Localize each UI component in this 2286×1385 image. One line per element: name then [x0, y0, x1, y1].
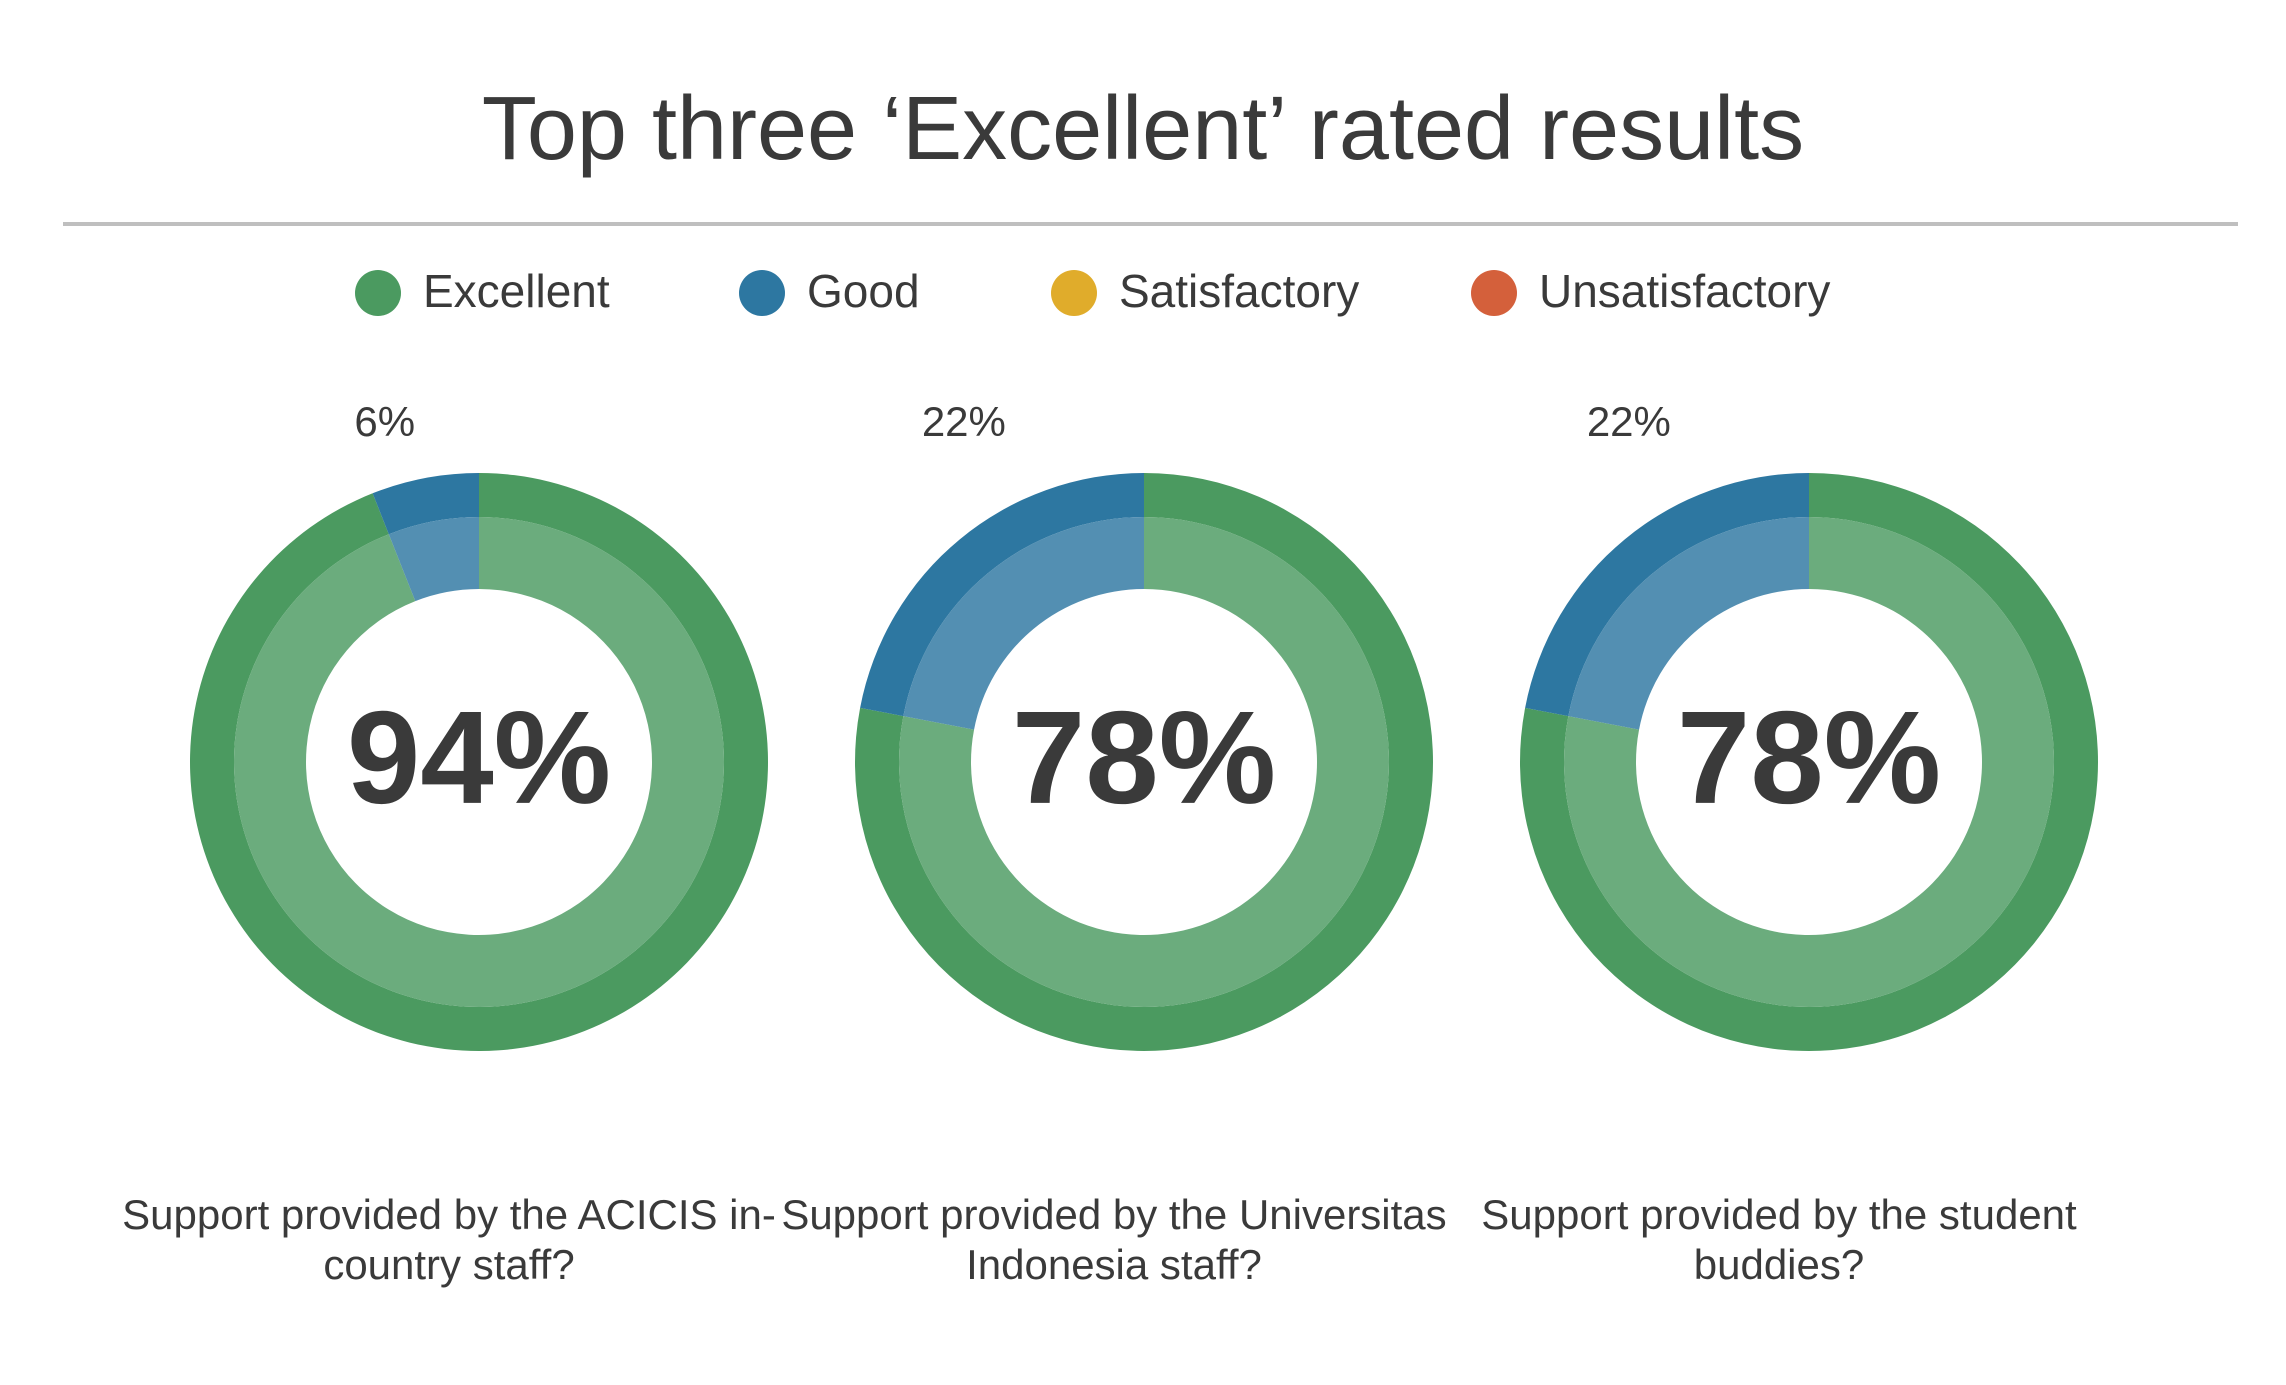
chart-caption: Support provided by the ACICIS in-countr…: [122, 1191, 776, 1288]
donut-segment-inner: [1568, 517, 1809, 730]
center-value-label: 94%: [347, 684, 611, 831]
donut-segment-inner: [234, 517, 724, 1007]
donut-segment-outer: [1525, 473, 1809, 717]
segment-value-label: 22%: [922, 398, 1006, 445]
chart-caption: Support provided by the student buddies?: [1481, 1191, 2077, 1288]
legend-label: Unsatisfactory: [1539, 265, 1830, 317]
donut-segment-outer: [860, 473, 1144, 717]
donut-segment-inner: [1564, 517, 2054, 1007]
legend-swatch: [1471, 270, 1517, 316]
center-value-label: 78%: [1012, 684, 1276, 831]
center-value-label: 78%: [1677, 684, 1941, 831]
legend-swatch: [739, 270, 785, 316]
donut-segment-inner: [898, 517, 1389, 1007]
donut-segment-outer: [372, 473, 479, 535]
legend-swatch: [1051, 270, 1097, 316]
legend-swatch: [355, 270, 401, 316]
chart-title: Top three ‘Excellent’ rated results: [482, 79, 1804, 179]
legend-label: Good: [807, 265, 920, 317]
segment-value-label: 6%: [354, 398, 415, 445]
donut-segment-inner: [903, 517, 1144, 730]
donut-segment-inner: [388, 517, 479, 602]
segment-value-label: 22%: [1587, 398, 1671, 445]
legend-label: Excellent: [423, 265, 610, 317]
legend-label: Satisfactory: [1119, 265, 1359, 317]
chart-caption: Support provided by the Universitas Indo…: [781, 1191, 1447, 1288]
